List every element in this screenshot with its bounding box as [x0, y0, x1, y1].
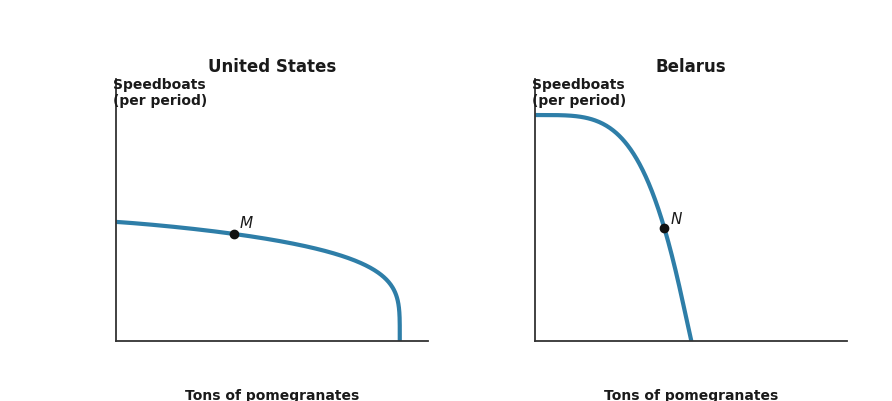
Title: United States: United States [208, 58, 336, 76]
Text: Speedboats
(per period): Speedboats (per period) [532, 78, 626, 108]
Text: Tons of pomegranates
(per period): Tons of pomegranates (per period) [185, 388, 359, 401]
Text: Speedboats
(per period): Speedboats (per period) [112, 78, 207, 108]
Text: $M$: $M$ [239, 214, 254, 230]
Text: $N$: $N$ [670, 211, 683, 227]
Title: Belarus: Belarus [656, 58, 727, 76]
Text: Tons of pomegranates
(per period): Tons of pomegranates (per period) [604, 388, 779, 401]
